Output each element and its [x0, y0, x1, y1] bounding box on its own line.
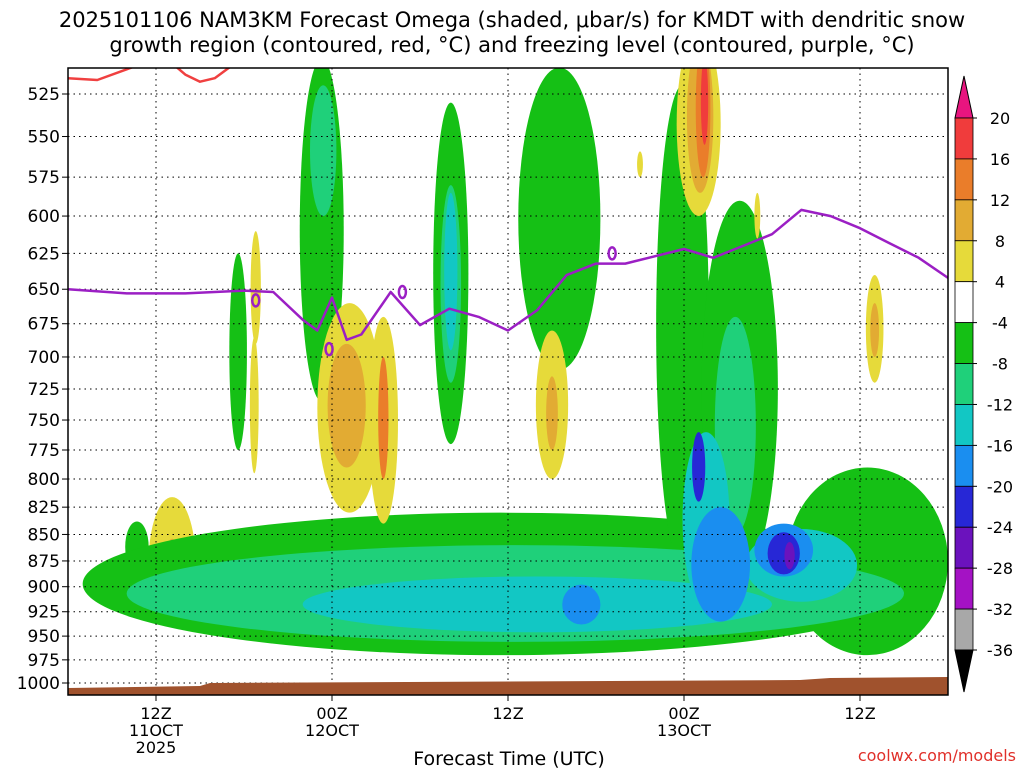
x-tick-label-18-2: 12OCT: [305, 721, 359, 740]
freezing-level-loop-2: [324, 341, 334, 357]
y-tick-label-875: 875: [28, 552, 60, 572]
y-tick-label-700: 700: [28, 348, 60, 368]
colorbar-label-11: -28: [987, 559, 1013, 578]
colorbar-bin-12: [954, 567, 974, 610]
omega-region-36: [700, 68, 709, 145]
colorbar-label-0: 20: [990, 109, 1010, 128]
terrain-ground: [68, 677, 948, 695]
x-tick-label-54-1: 12Z: [844, 704, 875, 723]
colorbar-label-13: -36: [987, 641, 1013, 660]
colorbar-bin-9: [954, 444, 974, 487]
omega-region-3: [229, 253, 247, 451]
y-tick-label-525: 525: [28, 85, 60, 105]
colorbar-bin-top: [954, 75, 974, 119]
y-tick-label-1000: 1000: [17, 674, 60, 694]
colorbar-bin-8: [954, 404, 974, 446]
colorbar-label-7: -12: [987, 395, 1013, 414]
y-tick-label-975: 975: [28, 651, 60, 671]
chart-title-line1: 2025101106 NAM3KM Forecast Omega (shaded…: [59, 8, 965, 32]
colorbar-label-4: 4: [995, 273, 1005, 292]
y-tick-label-750: 750: [28, 411, 60, 431]
colorbar-label-5: -4: [992, 314, 1008, 333]
credit-link[interactable]: coolwx.com/models: [858, 746, 1016, 765]
y-tick-label-850: 850: [28, 525, 60, 545]
freezing-level-loop-0: [250, 293, 261, 308]
y-tick-label-625: 625: [28, 244, 60, 264]
colorbar-bin-11: [954, 526, 974, 569]
colorbar-bin-6: [954, 322, 974, 364]
y-tick-label-775: 775: [28, 441, 60, 461]
colorbar-label-10: -24: [987, 518, 1013, 537]
omega-region-32: [546, 376, 558, 451]
colorbar-bin-1: [954, 117, 974, 160]
x-tick-label-6-1: 12Z: [140, 704, 171, 723]
omega-shading: [82, 68, 948, 656]
colorbar-label-9: -20: [987, 477, 1013, 496]
x-tick-label-6-3: 2025: [136, 738, 177, 757]
y-tick-label-900: 900: [28, 578, 60, 598]
omega-region-28: [327, 343, 366, 468]
colorbar-label-6: -8: [992, 355, 1008, 374]
colorbar-bin-10: [954, 485, 974, 528]
freezing-level-loop-3: [607, 246, 617, 261]
x-axis-label: Forecast Time (UTC): [413, 748, 604, 768]
omega-region-30: [378, 356, 389, 480]
omega-region-21: [691, 507, 751, 622]
contour-lines: [68, 68, 948, 695]
y-tick-label-675: 675: [28, 315, 60, 335]
colorbar-label-1: 16: [990, 150, 1010, 169]
colorbar-bin-2: [954, 158, 974, 201]
omega-region-17: [444, 192, 458, 351]
omega-region-5: [249, 337, 259, 474]
omega-region-39: [754, 192, 761, 239]
x-tick-label-18-1: 00Z: [316, 704, 347, 723]
y-tick-label-950: 950: [28, 627, 60, 647]
colorbar-label-3: 8: [995, 232, 1005, 251]
omega-region-24: [767, 532, 800, 575]
y-tick-label-725: 725: [28, 380, 60, 400]
colorbar-label-8: -16: [987, 436, 1013, 455]
freezing-level-loop-1: [397, 284, 408, 300]
y-tick-label-925: 925: [28, 603, 60, 623]
colorbar-bin-bottom: [954, 649, 974, 693]
colorbar-label-12: -32: [987, 600, 1013, 619]
x-tick-label-42-2: 13OCT: [657, 721, 711, 740]
omega-region-40: [637, 151, 643, 178]
y-tick-label-825: 825: [28, 498, 60, 518]
colorbar: 20 16 12 8 4 -4 -8 -12 -16 -20 -24 -28 -32 -36: [954, 75, 1013, 693]
colorbar-bin-3: [954, 199, 974, 242]
omega-region-38: [870, 303, 880, 357]
colorbar-bin-5: [954, 281, 974, 324]
colorbar-bin-4: [954, 240, 974, 283]
colorbar-bin-13: [954, 608, 974, 651]
y-tick-label-800: 800: [28, 470, 60, 490]
y-tick-label-600: 600: [28, 207, 60, 227]
omega-region-4: [250, 231, 261, 344]
x-tick-label-6-2: 11OCT: [129, 721, 183, 740]
omega-region-25: [692, 432, 706, 502]
omega-region-14: [310, 85, 337, 217]
y-tick-label-550: 550: [28, 128, 60, 148]
freezing-level-line: [68, 208, 948, 342]
omega-region-9: [518, 68, 601, 370]
omega-region-26: [784, 541, 795, 570]
y-tick-label-650: 650: [28, 280, 60, 300]
omega-region-18: [302, 576, 772, 633]
y-axis: 525 550 575 600 625 650 675 700 725 750 775 800 825 8…: [17, 85, 68, 694]
x-tick-label-30-1: 12Z: [492, 704, 523, 723]
y-tick-label-575: 575: [28, 168, 60, 188]
chart-title-line2: growth region (contoured, red, °C) and f…: [109, 33, 914, 57]
colorbar-label-2: 12: [990, 191, 1010, 210]
omega-region-23: [562, 584, 601, 625]
x-tick-label-42-1: 00Z: [668, 704, 699, 723]
plot-area: [67, 67, 949, 696]
colorbar-bin-7: [954, 363, 974, 405]
